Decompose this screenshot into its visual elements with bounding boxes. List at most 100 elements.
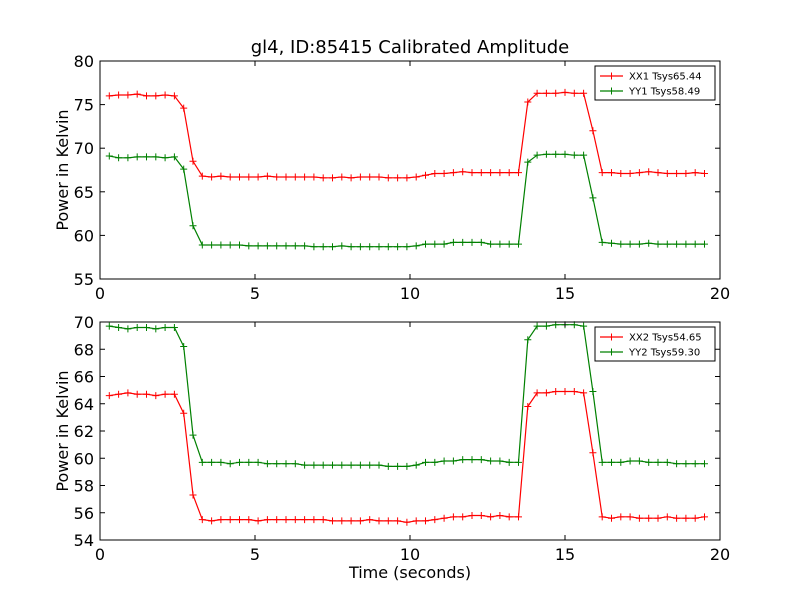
data-point	[663, 169, 671, 177]
y-tick-label: 60	[74, 226, 94, 245]
data-point	[329, 517, 336, 525]
data-point	[459, 513, 467, 521]
data-point	[133, 390, 141, 398]
data-point	[301, 173, 309, 181]
data-point	[319, 461, 327, 469]
data-point	[701, 513, 708, 521]
data-point	[291, 242, 299, 250]
data-point	[691, 514, 699, 522]
data-point	[580, 322, 588, 330]
data-point	[394, 462, 402, 470]
data-point	[180, 409, 188, 417]
data-point	[496, 240, 504, 248]
data-point	[198, 241, 206, 249]
data-point	[496, 511, 504, 519]
data-point	[459, 456, 467, 464]
data-point	[366, 461, 374, 469]
data-point	[189, 222, 197, 230]
data-point	[133, 90, 141, 98]
x-tick-label: 20	[710, 284, 730, 303]
data-point	[515, 458, 522, 466]
legend-label-1: XX2 Tsys54.65	[629, 333, 702, 344]
y-tick-label: 70	[74, 139, 94, 158]
legend-box	[594, 65, 716, 101]
x-tick-label: 10	[400, 284, 420, 303]
data-point	[589, 127, 597, 135]
data-point	[245, 173, 253, 181]
data-point	[598, 169, 606, 177]
data-point	[533, 322, 541, 330]
data-point	[505, 240, 513, 248]
data-point	[468, 511, 476, 519]
data-point	[673, 240, 681, 248]
data-point	[301, 516, 309, 524]
data-point	[161, 154, 169, 162]
data-point	[552, 387, 560, 395]
data-point	[468, 169, 476, 177]
legend-marker-1	[608, 333, 615, 341]
data-point	[524, 402, 532, 410]
x-tick-label: 0	[95, 545, 105, 564]
data-point	[626, 457, 634, 465]
data-point	[198, 458, 206, 466]
data-point	[701, 460, 708, 468]
data-point	[645, 168, 653, 176]
data-point	[236, 241, 243, 249]
data-point	[310, 173, 318, 181]
data-point	[170, 390, 178, 398]
data-point	[366, 243, 374, 251]
data-point	[505, 169, 513, 177]
data-point	[310, 243, 318, 251]
data-point	[533, 389, 541, 397]
y-axis-label: Power in Kelvin	[53, 370, 72, 491]
data-point	[533, 89, 541, 97]
data-point	[617, 169, 625, 177]
data-point	[329, 243, 336, 251]
y-tick-label: 64	[74, 395, 94, 414]
data-point	[124, 154, 132, 162]
data-point	[319, 243, 327, 251]
data-point	[459, 238, 467, 246]
data-point	[198, 172, 206, 180]
data-point	[617, 458, 625, 466]
data-point	[682, 240, 690, 248]
y-tick-label: 58	[74, 477, 94, 496]
data-point	[663, 458, 671, 466]
data-point	[143, 92, 150, 100]
data-point	[691, 460, 699, 468]
data-point	[645, 458, 653, 466]
data-point	[608, 458, 615, 466]
data-point	[701, 240, 708, 248]
data-point	[375, 461, 383, 469]
data-point	[449, 238, 457, 246]
data-point	[440, 240, 448, 248]
data-point	[291, 173, 299, 181]
y-axis-label: Power in Kelvin	[53, 109, 72, 230]
data-point	[515, 240, 522, 248]
data-point	[635, 169, 643, 177]
legend-label-1: XX1 Tsys65.44	[629, 72, 702, 83]
y-tick-label: 70	[74, 313, 94, 332]
data-point	[208, 458, 216, 466]
data-point	[282, 516, 290, 524]
data-point	[394, 174, 402, 182]
data-point	[682, 514, 690, 522]
data-point	[580, 151, 588, 159]
data-point	[673, 460, 681, 468]
x-tick-label: 0	[95, 284, 105, 303]
y-tick-label: 55	[74, 270, 94, 289]
data-point	[254, 458, 262, 466]
x-axis-label: Time (seconds)	[348, 563, 471, 582]
data-point	[133, 323, 141, 331]
data-point	[124, 325, 132, 333]
data-point	[682, 460, 690, 468]
data-point	[245, 458, 253, 466]
data-point	[291, 516, 299, 524]
legend-label-2: YY2 Tsys59.30	[628, 348, 700, 359]
legend-box	[594, 326, 716, 362]
data-point	[161, 91, 169, 99]
data-point	[133, 153, 141, 161]
data-point	[394, 517, 402, 525]
data-point	[329, 461, 336, 469]
data-point	[170, 153, 178, 161]
